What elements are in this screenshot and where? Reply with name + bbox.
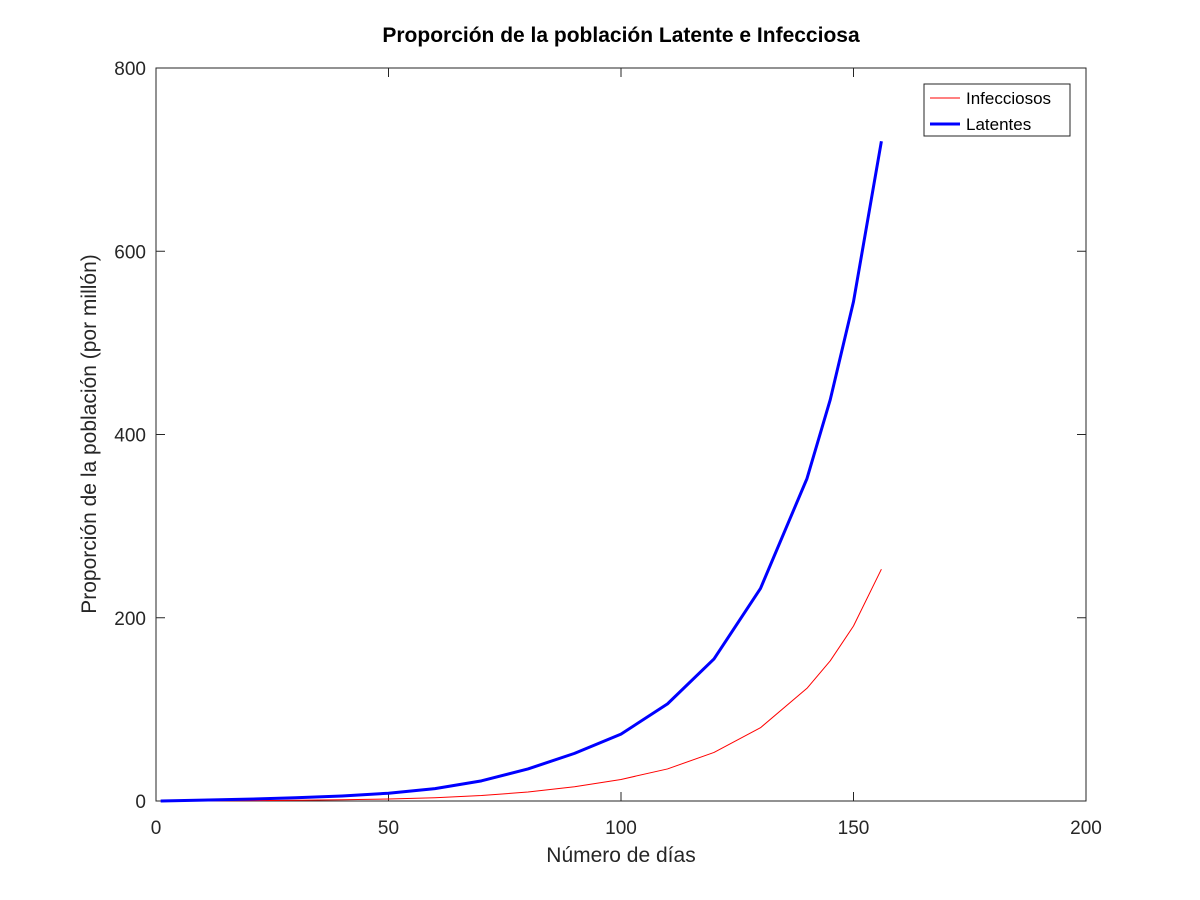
x-tick-label: 150 bbox=[838, 818, 870, 839]
x-axis-label: Número de días bbox=[546, 844, 695, 867]
y-axis-label: Proporción de la población (por millón) bbox=[78, 254, 101, 614]
series-line-latentes bbox=[160, 141, 883, 803]
series-line-infecciosos bbox=[160, 568, 882, 802]
y-tick-label: 600 bbox=[114, 242, 146, 263]
x-tick-label: 0 bbox=[151, 818, 162, 839]
x-tick-label: 100 bbox=[605, 818, 637, 839]
plot-area bbox=[155, 67, 1087, 802]
y-tick-label: 400 bbox=[114, 426, 146, 447]
legend-label-infecciosos: Infecciosos bbox=[966, 89, 1051, 108]
x-tick-label: 50 bbox=[378, 818, 399, 839]
legend: Infecciosos Latentes bbox=[923, 83, 1071, 137]
y-tick-label: 0 bbox=[135, 792, 146, 813]
series bbox=[160, 141, 883, 803]
legend-box bbox=[923, 83, 1071, 137]
chart-title: Proporción de la población Latente e Inf… bbox=[382, 24, 860, 47]
x-tick-label: 200 bbox=[1070, 818, 1102, 839]
y-tick-label: 800 bbox=[114, 59, 146, 80]
y-tick-label: 200 bbox=[114, 609, 146, 630]
ticks: 0 50 100 150 200 0 200 400 600 800 bbox=[114, 59, 1102, 839]
legend-label-latentes: Latentes bbox=[966, 115, 1031, 134]
